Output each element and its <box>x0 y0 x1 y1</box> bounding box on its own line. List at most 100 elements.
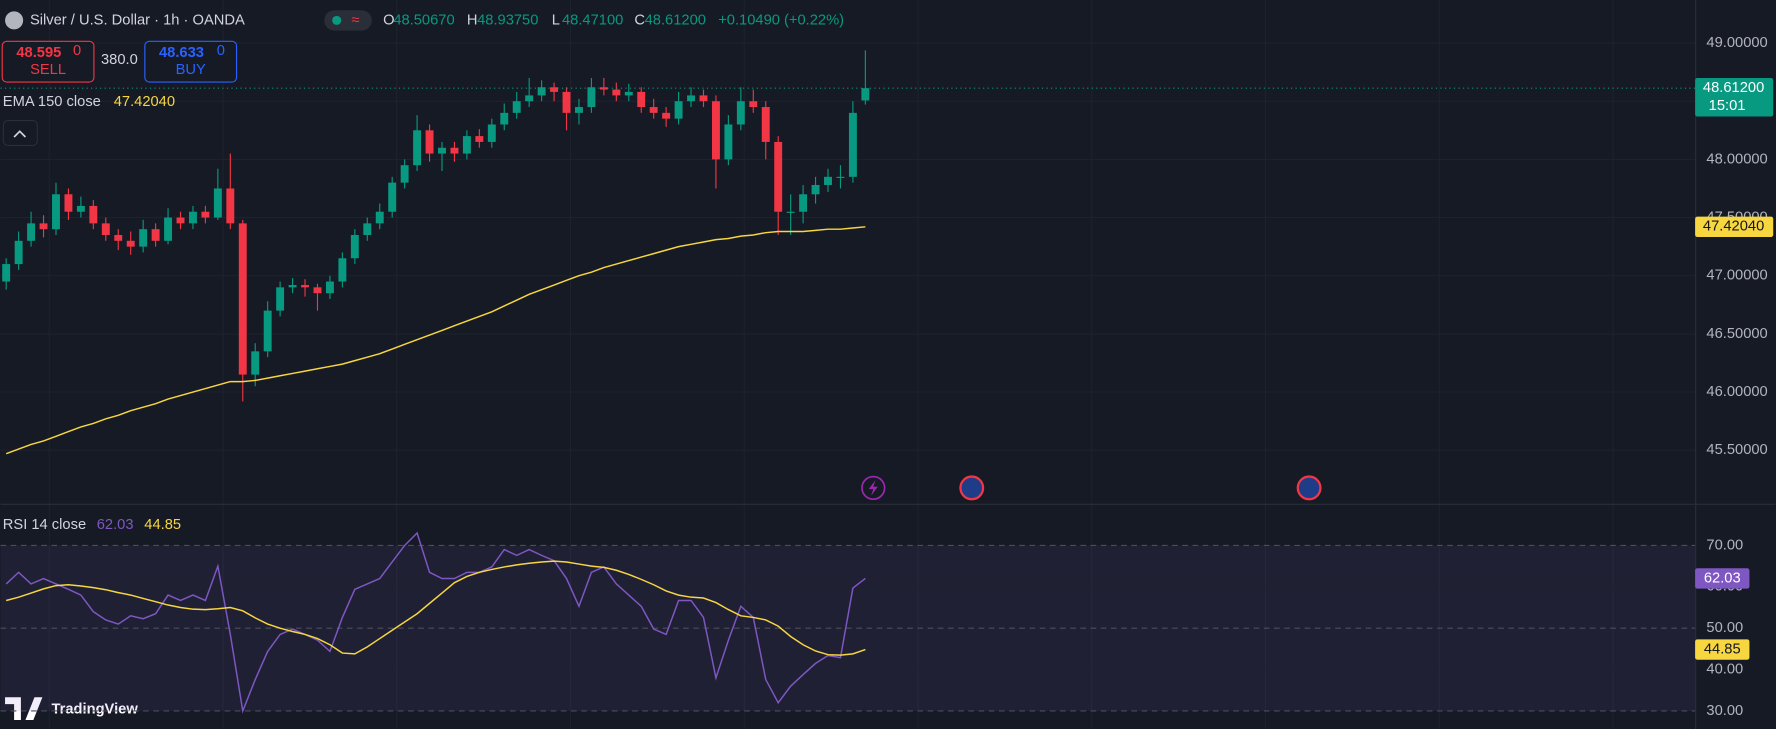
ema-legend: EMA 150 close <box>3 94 101 110</box>
candle-body <box>400 165 409 183</box>
candle-body <box>2 264 11 282</box>
candle-body <box>350 234 359 259</box>
candle-body <box>126 240 135 247</box>
candle-body <box>76 205 85 212</box>
candle-body <box>587 87 596 108</box>
candle-body <box>39 223 48 230</box>
candle-body <box>699 95 708 102</box>
candle-body <box>164 217 173 241</box>
candle-body <box>363 223 372 235</box>
event-flag[interactable] <box>1296 475 1322 501</box>
symbol-icon <box>5 11 24 30</box>
ema-badge <box>1695 216 1774 237</box>
y-tick-label: 46.50000 <box>1706 326 1767 342</box>
candle-body <box>575 107 583 113</box>
candle-body <box>14 240 23 265</box>
candle-body <box>624 91 633 96</box>
rsi-ma-line <box>5 560 866 656</box>
candle-body <box>388 182 397 212</box>
ohlc-value: 48.61200 <box>645 12 706 28</box>
logo-mark <box>5 697 43 720</box>
ema-badge-label: 47.42040 <box>1703 219 1764 235</box>
candle-body <box>687 95 695 102</box>
candle-body <box>213 188 222 218</box>
candle-body <box>662 112 671 119</box>
candle-body <box>325 281 334 294</box>
candle-body <box>525 95 534 102</box>
candle-body <box>550 87 559 92</box>
candle-body <box>450 147 459 154</box>
candle-body <box>637 91 646 108</box>
candle-body <box>512 101 521 113</box>
candle-body <box>89 205 98 224</box>
ohlc-letter: O <box>383 12 394 28</box>
y-tick-label: 49.00000 <box>1706 35 1767 51</box>
candle-body <box>276 287 285 311</box>
ohlc-value: 48.93750 <box>477 12 538 28</box>
ohlc-value: 48.50670 <box>393 12 454 28</box>
candle-body <box>52 194 60 230</box>
rsi-badge <box>1695 568 1750 589</box>
candle-body <box>338 258 347 282</box>
candle-body <box>736 101 745 125</box>
candle-body <box>848 112 857 177</box>
sell-button[interactable] <box>1 40 95 83</box>
ema-legend-value: 47.42040 <box>114 94 175 110</box>
candle-body <box>375 211 384 224</box>
candle-body <box>724 124 733 160</box>
rsi-badge-label: 62.03 <box>1704 570 1741 586</box>
candle-body <box>64 194 73 212</box>
y-tick-label: 46.00000 <box>1706 384 1767 400</box>
candle-body <box>27 223 36 241</box>
collapse-icon <box>13 130 27 138</box>
candle-body <box>425 130 434 154</box>
rsi-legend: RSI 14 close <box>3 517 86 533</box>
candle-body <box>438 147 446 154</box>
rsi-badge <box>1695 639 1750 660</box>
rsi-badge-label: 44.85 <box>1704 641 1741 657</box>
candle-body <box>487 124 496 142</box>
candle-body <box>139 229 148 247</box>
candle-body <box>251 351 260 375</box>
last-price-label: 48.61200 <box>1703 80 1764 96</box>
candle-body <box>612 89 621 96</box>
sell-price: 48.595 <box>16 45 61 61</box>
candle-body <box>811 184 820 195</box>
candle-body <box>861 88 870 101</box>
candle-body <box>711 101 720 160</box>
sell-label: SELL <box>30 62 66 78</box>
buy-button[interactable] <box>144 40 238 83</box>
countdown: 15:01 <box>1709 98 1746 114</box>
y-tick-label: 45.50000 <box>1706 442 1767 458</box>
y-tick-label: 50.00 <box>1706 620 1743 636</box>
status-pill[interactable] <box>324 10 372 31</box>
spread: 380.0 <box>101 52 138 68</box>
candle-body <box>774 141 783 212</box>
rsi-line <box>5 531 866 714</box>
candle-body <box>151 229 160 241</box>
y-tick-label: 40.00 <box>1706 661 1743 677</box>
candle-body <box>101 223 110 235</box>
candle-body <box>114 234 123 241</box>
y-tick-label: 48.00000 <box>1706 151 1767 167</box>
last-price-badge <box>1695 77 1774 117</box>
candle-body <box>301 285 309 288</box>
candle-body <box>824 176 832 185</box>
candle-body <box>288 285 297 288</box>
candle-body <box>749 101 758 108</box>
event-flag[interactable] <box>959 475 985 501</box>
sell-pip: 0 <box>73 43 81 59</box>
rsi-ma-legend-value: 44.85 <box>144 517 181 533</box>
ohlc-letter: L <box>552 12 560 28</box>
candle-body <box>562 91 571 113</box>
candle-body <box>836 176 845 178</box>
ohlc-value: 48.47100 <box>562 12 623 28</box>
ohlc-letter: C <box>634 12 645 28</box>
event-bolt <box>868 479 878 496</box>
candle-body <box>176 217 185 224</box>
candle-body <box>188 211 197 224</box>
candle-body <box>263 310 272 352</box>
candle-body <box>226 188 235 224</box>
buy-pip: 0 <box>217 43 225 59</box>
